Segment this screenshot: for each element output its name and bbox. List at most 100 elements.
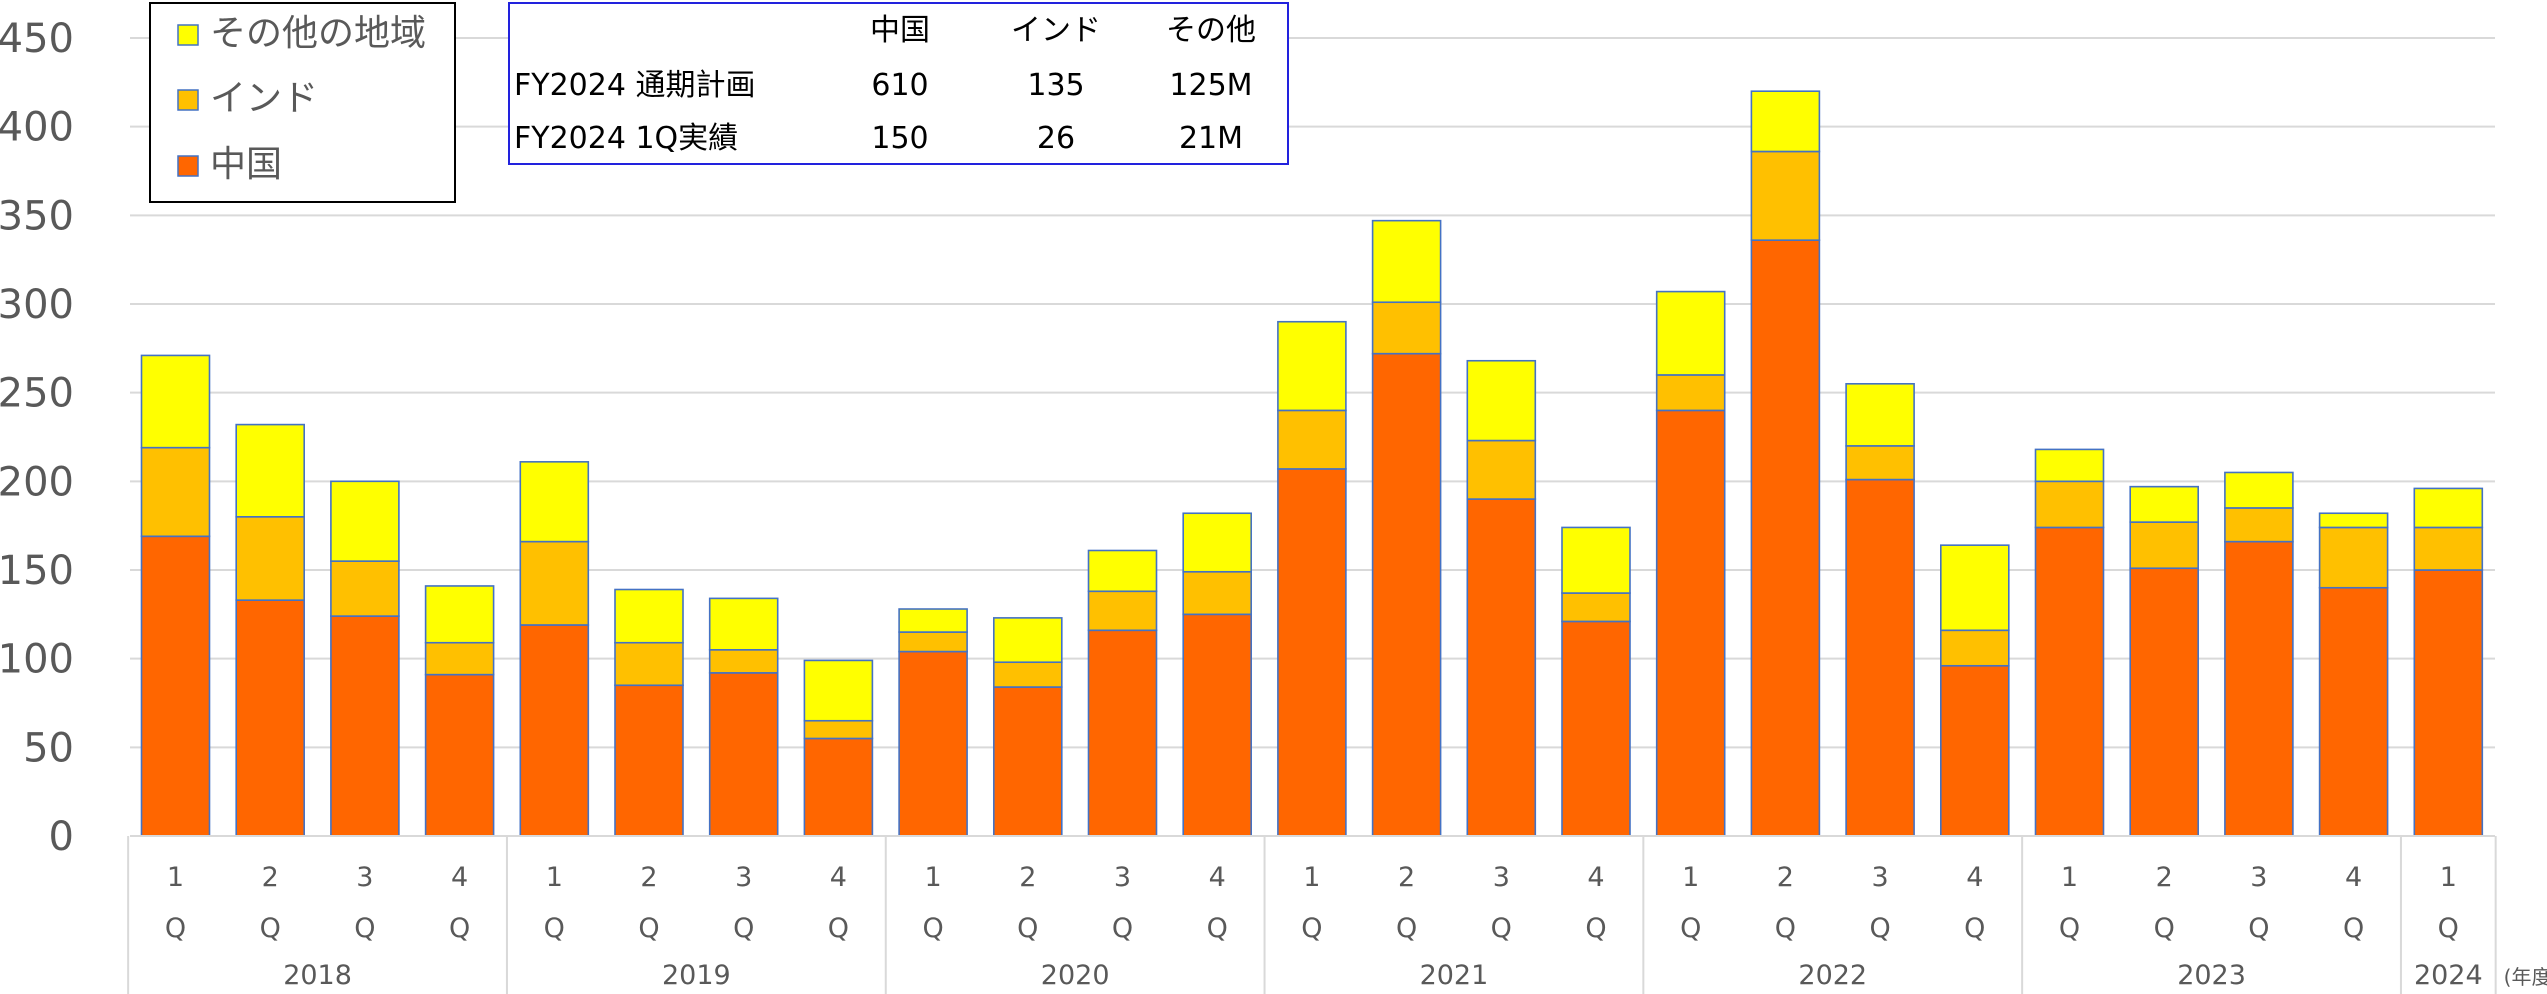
legend-label-india: インド bbox=[210, 78, 318, 119]
legend-frame bbox=[149, 2, 456, 203]
x-tick-quarter-number: 3 bbox=[1114, 862, 1131, 893]
bar-segment bbox=[614, 588, 684, 644]
bar-segment bbox=[1750, 239, 1821, 837]
info-row-plan-other: 125M bbox=[1169, 68, 1252, 103]
bar-segment bbox=[2034, 526, 2105, 837]
x-tick-quarter-number: 3 bbox=[356, 862, 373, 893]
y-tick-label: 300 bbox=[0, 282, 74, 328]
bar-segment bbox=[2318, 586, 2389, 837]
x-tick-quarter-suffix: Q bbox=[2059, 913, 2080, 944]
bar-segment bbox=[1087, 629, 1158, 837]
bar-segment bbox=[2413, 526, 2484, 571]
bar-segment bbox=[708, 672, 779, 837]
x-tick-quarter-suffix: Q bbox=[828, 913, 849, 944]
bar-segment bbox=[2129, 485, 2199, 523]
bar-segment bbox=[2129, 567, 2199, 837]
x-axis: 1 Q 2 Q 3 Q 4 Q 1 Q 2 Q 3 Q 4 Q 1 Q 2 Q 3 Q 4 Q 1 Q 2 Q 3 Q 4 Q 1 Q 2 Q 3 Q 4 Q… bbox=[127, 835, 2547, 994]
bar-segment bbox=[2034, 448, 2105, 483]
bar-segment bbox=[424, 585, 495, 644]
bar-segment bbox=[614, 684, 684, 837]
bar-segment bbox=[140, 446, 211, 538]
bar-segment bbox=[1845, 478, 1915, 837]
x-tick-quarter-number: 1 bbox=[2440, 862, 2457, 893]
bar-segment bbox=[1561, 526, 1631, 594]
bar-segment bbox=[803, 659, 874, 722]
x-tick-quarter-suffix: Q bbox=[1680, 913, 1701, 944]
y-tick-label: 50 bbox=[23, 725, 74, 771]
x-tick-quarter-suffix: Q bbox=[1775, 913, 1796, 944]
x-tick-quarter-number: 4 bbox=[1587, 862, 1604, 893]
bar-segment bbox=[330, 480, 400, 562]
x-tick-quarter-number: 2 bbox=[1019, 862, 1036, 893]
x-tick-quarter-number: 3 bbox=[2250, 862, 2267, 893]
bar-segment bbox=[992, 661, 1063, 688]
bar-segment bbox=[2318, 526, 2389, 589]
info-header-india: インド bbox=[1011, 13, 1101, 48]
bar-segment bbox=[898, 631, 968, 653]
x-tick-year: 2022 bbox=[1798, 960, 1867, 991]
y-tick-label: 150 bbox=[0, 548, 74, 594]
y-tick-label: 450 bbox=[0, 16, 74, 62]
x-tick-quarter-suffix: Q bbox=[260, 913, 281, 944]
bar-segment bbox=[1940, 664, 2010, 837]
x-tick-quarter-number: 2 bbox=[262, 862, 279, 893]
bar-segment bbox=[1087, 549, 1158, 593]
bars bbox=[140, 90, 2484, 837]
bar-segment bbox=[235, 515, 305, 601]
legend-label-other: その他の地域 bbox=[210, 13, 426, 54]
bar-segment bbox=[424, 673, 495, 837]
bar-segment bbox=[1845, 445, 1915, 481]
bar-segment bbox=[1182, 613, 1252, 837]
legend-swatch-other bbox=[177, 24, 199, 46]
info-row-actual-other: 21M bbox=[1179, 121, 1243, 156]
x-tick-quarter-number: 4 bbox=[1966, 862, 1983, 893]
bar-segment bbox=[1182, 512, 1252, 573]
x-tick-quarter-suffix: Q bbox=[544, 913, 565, 944]
x-tick-quarter-number: 4 bbox=[2345, 862, 2362, 893]
x-tick-quarter-number: 4 bbox=[830, 862, 847, 893]
x-tick-quarter-number: 4 bbox=[1209, 862, 1226, 893]
bar-segment bbox=[1655, 290, 1726, 376]
bar-segment bbox=[803, 719, 874, 740]
x-tick-quarter-number: 3 bbox=[735, 862, 752, 893]
info-row-actual-india: 26 bbox=[1037, 121, 1075, 156]
y-tick-label: 250 bbox=[0, 371, 74, 417]
y-tick-label: 400 bbox=[0, 105, 74, 151]
bar-segment bbox=[140, 354, 211, 449]
x-tick-quarter-number: 3 bbox=[1493, 862, 1510, 893]
info-table-frame bbox=[508, 2, 1289, 165]
bar-segment bbox=[1466, 359, 1537, 442]
bar-segment bbox=[1371, 301, 1442, 355]
legend-swatch-china bbox=[177, 155, 199, 177]
legend: その他の地域 インド 中国 bbox=[149, 2, 456, 203]
x-tick-year: 2019 bbox=[662, 960, 731, 991]
y-tick-label: 100 bbox=[0, 637, 74, 683]
info-header-other: その他 bbox=[1166, 13, 1256, 48]
bar-segment bbox=[519, 624, 590, 837]
info-header-china: 中国 bbox=[870, 13, 930, 48]
bar-segment bbox=[2129, 521, 2199, 570]
bar-segment bbox=[1655, 374, 1726, 412]
y-tick-label: 0 bbox=[49, 814, 74, 860]
bar-segment bbox=[1466, 498, 1537, 837]
x-tick-quarter-suffix: Q bbox=[922, 913, 943, 944]
bar-segment bbox=[2224, 540, 2294, 837]
x-tick-quarter-number: 2 bbox=[1398, 862, 1415, 893]
x-tick-quarter-suffix: Q bbox=[2438, 913, 2459, 944]
info-row-plan-india: 135 bbox=[1027, 68, 1084, 103]
x-tick-quarter-suffix: Q bbox=[1017, 913, 1038, 944]
bar-segment bbox=[1750, 150, 1821, 241]
bar-segment bbox=[2224, 507, 2294, 543]
x-tick-quarter-suffix: Q bbox=[354, 913, 375, 944]
bar-segment bbox=[2224, 471, 2294, 509]
bar-segment bbox=[1561, 620, 1631, 837]
bar-segment bbox=[1371, 219, 1442, 304]
bar-segment bbox=[1940, 544, 2010, 632]
bar-segment bbox=[2413, 487, 2484, 529]
x-tick-quarter-number: 1 bbox=[2061, 862, 2078, 893]
x-tick-quarter-suffix: Q bbox=[1585, 913, 1606, 944]
info-row-plan-china: 610 bbox=[871, 68, 928, 103]
bar-segment bbox=[519, 461, 590, 543]
bar-segment bbox=[1277, 468, 1347, 837]
x-tick-quarter-suffix: Q bbox=[1112, 913, 1133, 944]
